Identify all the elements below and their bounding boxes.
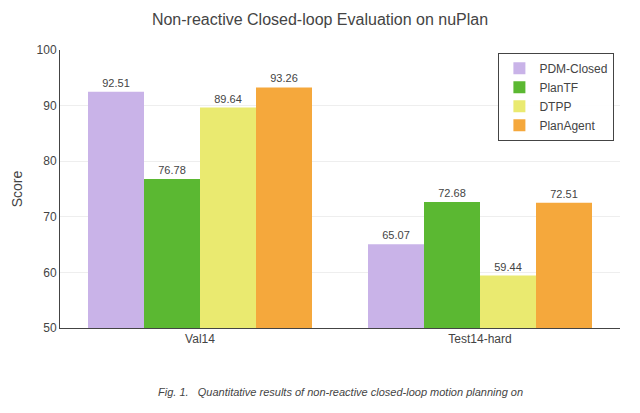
svg-text:PlanTF: PlanTF xyxy=(539,81,578,95)
svg-text:Val14: Val14 xyxy=(185,332,215,346)
svg-text:72.68: 72.68 xyxy=(438,187,466,199)
svg-text:Test14-hard: Test14-hard xyxy=(448,332,511,346)
svg-text:80: 80 xyxy=(43,154,57,168)
svg-text:Fig. 1. Quantitative results: Fig. 1. Quantitative results of non-reac… xyxy=(158,386,523,398)
svg-text:76.78: 76.78 xyxy=(158,164,186,176)
svg-text:89.64: 89.64 xyxy=(214,93,242,105)
svg-text:72.51: 72.51 xyxy=(550,188,578,200)
svg-text:DTPP: DTPP xyxy=(539,100,571,114)
svg-text:59.44: 59.44 xyxy=(494,261,522,273)
svg-text:90: 90 xyxy=(43,99,57,113)
svg-text:PlanAgent: PlanAgent xyxy=(539,119,595,133)
svg-text:50: 50 xyxy=(43,321,57,335)
svg-text:PDM-Closed: PDM-Closed xyxy=(539,62,607,76)
svg-text:Score: Score xyxy=(9,171,25,208)
svg-text:92.51: 92.51 xyxy=(102,77,130,89)
svg-text:65.07: 65.07 xyxy=(382,229,410,241)
svg-text:Non-reactive Closed-loop Evalu: Non-reactive Closed-loop Evaluation on n… xyxy=(152,11,488,28)
svg-text:93.26: 93.26 xyxy=(270,72,298,84)
svg-text:60: 60 xyxy=(43,266,57,280)
svg-text:70: 70 xyxy=(43,210,57,224)
svg-text:100: 100 xyxy=(37,43,57,57)
